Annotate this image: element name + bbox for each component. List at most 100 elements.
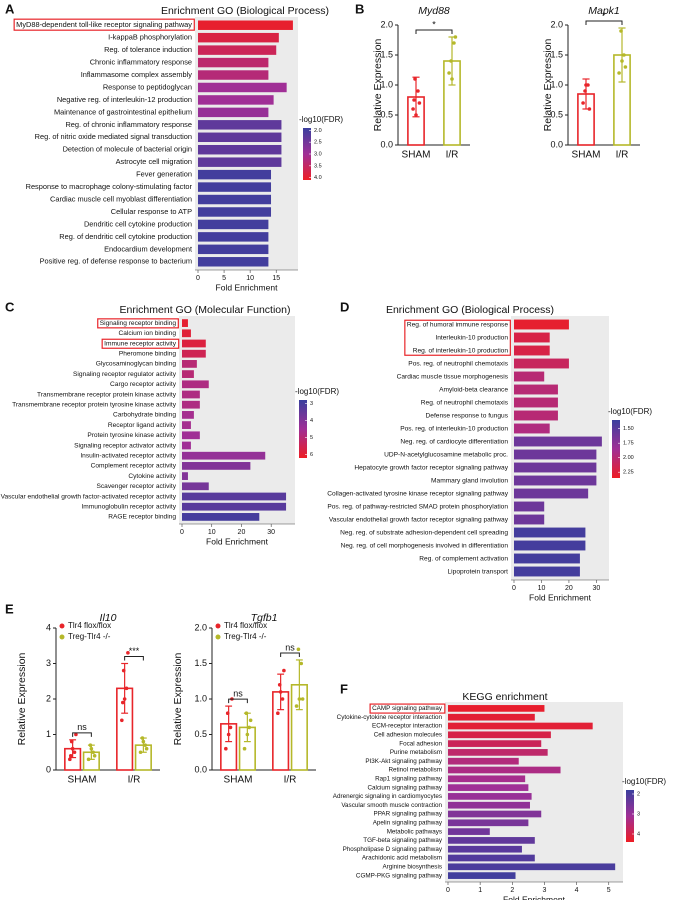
- x-tick-label: 1: [478, 887, 482, 894]
- colorbar-tick-label: 2.25: [623, 470, 634, 476]
- y-axis-label: Relative Expression: [16, 652, 28, 745]
- data-point: [417, 101, 422, 105]
- colorbar-tick-label: 1.50: [623, 426, 634, 432]
- bar: [182, 380, 209, 389]
- significance-bracket: [72, 732, 92, 737]
- data-point: [122, 697, 127, 701]
- category-label: Focal adhesion: [399, 740, 442, 747]
- bar: [198, 169, 272, 180]
- category-label: MyD88-dependent toll-like receptor signa…: [16, 20, 192, 29]
- bar: [448, 837, 535, 844]
- bar: [448, 801, 530, 809]
- bar: [448, 845, 522, 853]
- y-tick-label: 0.5: [550, 109, 563, 119]
- y-tick-label: 0.5: [380, 109, 393, 119]
- data-point: [453, 35, 458, 39]
- category-label: Lipoprotein transport: [448, 568, 509, 575]
- category-label: Retinol metabolism: [388, 767, 442, 774]
- category-label: Mammary gland involution: [431, 477, 508, 484]
- y-axis-label: Relative Expression: [542, 38, 554, 131]
- x-tick-label: I/R: [616, 150, 629, 161]
- legend-marker: [59, 623, 65, 629]
- colorbar-tick-label: 4: [310, 418, 313, 424]
- bar: [198, 57, 269, 68]
- data-point: [413, 77, 417, 81]
- category-label: Apelin signaling pathway: [373, 819, 443, 826]
- panel-letter: E: [5, 601, 14, 616]
- bar: [182, 441, 191, 450]
- x-axis-label: Fold Enrichment: [503, 894, 566, 900]
- data-point: [277, 683, 282, 687]
- panel-letter: D: [340, 299, 349, 314]
- bar: [514, 397, 558, 408]
- data-point: [414, 113, 418, 117]
- category-label: Pos. reg. of interleukin-10 production: [400, 425, 508, 432]
- x-tick-label: I/R: [128, 775, 141, 786]
- legend-label: Treg-Tlr4 -/-: [68, 632, 111, 641]
- data-point: [225, 711, 230, 715]
- bar: [514, 358, 569, 369]
- x-tick-label: 4: [575, 887, 579, 894]
- data-point: [89, 746, 94, 751]
- data-point: [300, 697, 305, 701]
- category-label: CGMP-PKG signaling pathway: [356, 872, 443, 879]
- highlight-box: [101, 338, 180, 349]
- category-label: Cell adhesion molecules: [374, 731, 442, 738]
- colorbar-tick-label: 1.75: [623, 441, 634, 447]
- highlight-box: [13, 18, 195, 31]
- data-point: [584, 83, 588, 87]
- bar: [182, 421, 191, 429]
- bar: [514, 462, 597, 473]
- colorbar-tick-label: 2.5: [314, 140, 322, 146]
- y-tick-label: 2: [46, 693, 51, 703]
- category-label: Vascular endothelial growth factor-activ…: [1, 493, 177, 500]
- bar: [198, 70, 269, 80]
- category-label: RAGE receptor binding: [108, 514, 176, 521]
- panel-letter: A: [5, 1, 15, 16]
- bar: [182, 400, 200, 409]
- significance-bracket: [124, 656, 144, 661]
- bar: [514, 514, 545, 525]
- bar: [448, 854, 535, 862]
- category-label: Insulin-activated receptor activity: [80, 452, 176, 459]
- category-label: Negative reg. of interleukin-12 producti…: [57, 95, 192, 104]
- data-point: [226, 732, 231, 737]
- bar: [182, 451, 266, 460]
- colorbar-tick-label: 3: [310, 401, 313, 407]
- x-tick-label: 30: [592, 585, 600, 592]
- category-label: Inflammasome complex assembly: [81, 70, 193, 79]
- category-label: Reg. of nitric oxide mediated signal tra…: [35, 132, 192, 141]
- bar: [198, 132, 282, 143]
- data-point: [120, 718, 124, 723]
- y-tick-label: 1.5: [550, 49, 563, 59]
- colorbar-title: -log10(FDR): [608, 407, 652, 416]
- chart-title: Mapk1: [588, 5, 620, 17]
- data-point: [620, 59, 624, 63]
- legend-marker: [59, 634, 65, 640]
- x-tick-label: 15: [272, 275, 280, 282]
- category-label: Reg. of neutrophil chemotaxis: [421, 399, 509, 406]
- data-point: [622, 53, 626, 57]
- chart-title: Enrichment GO (Molecular Function): [120, 304, 291, 316]
- bar: [448, 784, 529, 791]
- x-tick-label: 5: [222, 275, 226, 282]
- category-label: Pheromone binding: [119, 350, 177, 357]
- category-label: Transmembrane receptor protein kinase ac…: [37, 391, 177, 398]
- x-tick-label: 0: [196, 275, 200, 282]
- bar: [198, 257, 269, 267]
- data-point: [70, 746, 75, 751]
- category-label: Vascular endothelial growth factor recep…: [329, 516, 509, 523]
- data-point: [124, 686, 129, 691]
- category-label: Cargo receptor activity: [110, 381, 177, 388]
- data-point: [416, 89, 420, 93]
- x-tick-label: 20: [565, 585, 573, 592]
- plot-background: [511, 316, 609, 580]
- x-tick-label: 2: [510, 887, 514, 894]
- category-label: Endocardium development: [104, 244, 192, 253]
- bar: [198, 32, 279, 43]
- bar: [198, 120, 282, 130]
- chart-title: KEGG enrichment: [462, 691, 547, 703]
- category-label: Reg. of chronic inflammatory response: [65, 120, 192, 129]
- category-label: Cytokine activity: [128, 473, 176, 480]
